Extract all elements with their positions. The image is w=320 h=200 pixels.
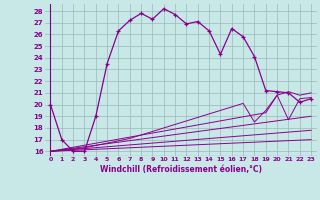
X-axis label: Windchill (Refroidissement éolien,°C): Windchill (Refroidissement éolien,°C): [100, 165, 262, 174]
